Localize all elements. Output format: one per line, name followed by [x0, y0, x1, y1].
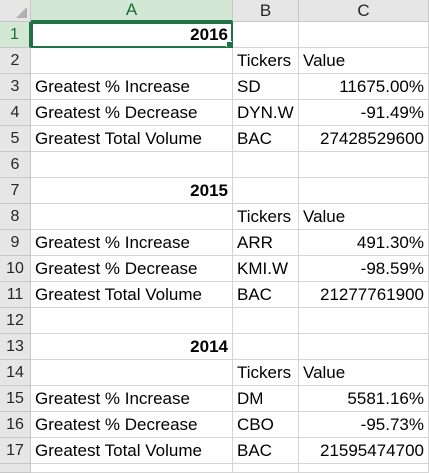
column-header-c[interactable]: C: [299, 0, 429, 22]
cell-c14[interactable]: Value: [299, 360, 429, 386]
row-header[interactable]: 2: [0, 48, 31, 74]
row-header[interactable]: 1: [0, 22, 31, 48]
cell-c9[interactable]: 491.30%: [299, 230, 429, 256]
cell-a6[interactable]: [31, 152, 233, 178]
cell-b15[interactable]: DM: [233, 386, 299, 412]
cell-a7[interactable]: 2015: [31, 178, 233, 204]
cell-c10[interactable]: -98.59%: [299, 256, 429, 282]
cell-b14[interactable]: Tickers: [233, 360, 299, 386]
cell-a12[interactable]: [31, 308, 233, 334]
cell-partial: [299, 464, 429, 473]
row-header[interactable]: 9: [0, 230, 31, 256]
cell-c5[interactable]: 27428529600: [299, 126, 429, 152]
column-header-a[interactable]: A: [31, 0, 233, 22]
column-header-b[interactable]: B: [233, 0, 299, 22]
cell-b8[interactable]: Tickers: [233, 204, 299, 230]
select-all-corner[interactable]: [0, 0, 31, 22]
cell-b1[interactable]: [233, 22, 299, 48]
cell-a14[interactable]: [31, 360, 233, 386]
cell-b10[interactable]: KMI.W: [233, 256, 299, 282]
cell-c17[interactable]: 21595474700: [299, 438, 429, 464]
cell-partial: [233, 464, 299, 473]
row-header[interactable]: 4: [0, 100, 31, 126]
cell-b16[interactable]: CBO: [233, 412, 299, 438]
cell-a4[interactable]: Greatest % Decrease: [31, 100, 233, 126]
cell-c6[interactable]: [299, 152, 429, 178]
row-header[interactable]: 14: [0, 360, 31, 386]
cell-a10[interactable]: Greatest % Decrease: [31, 256, 233, 282]
cell-c12[interactable]: [299, 308, 429, 334]
cell-b7[interactable]: [233, 178, 299, 204]
cell-a15[interactable]: Greatest % Increase: [31, 386, 233, 412]
cell-c1[interactable]: [299, 22, 429, 48]
cell-a5[interactable]: Greatest Total Volume: [31, 126, 233, 152]
cell-b4[interactable]: DYN.W: [233, 100, 299, 126]
row-header[interactable]: 10: [0, 256, 31, 282]
cell-b5[interactable]: BAC: [233, 126, 299, 152]
cell-c13[interactable]: [299, 334, 429, 360]
cell-a8[interactable]: [31, 204, 233, 230]
cell-b6[interactable]: [233, 152, 299, 178]
row-header[interactable]: 11: [0, 282, 31, 308]
cell-a11[interactable]: Greatest Total Volume: [31, 282, 233, 308]
cell-a17[interactable]: Greatest Total Volume: [31, 438, 233, 464]
cell-b2[interactable]: Tickers: [233, 48, 299, 74]
cell-a16[interactable]: Greatest % Decrease: [31, 412, 233, 438]
row-header[interactable]: 16: [0, 412, 31, 438]
row-header[interactable]: 3: [0, 74, 31, 100]
row-header[interactable]: 12: [0, 308, 31, 334]
cell-a2[interactable]: [31, 48, 233, 74]
cell-b12[interactable]: [233, 308, 299, 334]
row-header[interactable]: 7: [0, 178, 31, 204]
cell-c16[interactable]: -95.73%: [299, 412, 429, 438]
row-header[interactable]: 13: [0, 334, 31, 360]
cell-a3[interactable]: Greatest % Increase: [31, 74, 233, 100]
row-header[interactable]: 8: [0, 204, 31, 230]
cell-c8[interactable]: Value: [299, 204, 429, 230]
cell-c2[interactable]: Value: [299, 48, 429, 74]
row-header[interactable]: 6: [0, 152, 31, 178]
cell-c7[interactable]: [299, 178, 429, 204]
cell-b17[interactable]: BAC: [233, 438, 299, 464]
cell-b13[interactable]: [233, 334, 299, 360]
cell-a9[interactable]: Greatest % Increase: [31, 230, 233, 256]
cell-a1[interactable]: 2016: [31, 22, 233, 48]
row-header-partial: [0, 464, 31, 473]
cell-b9[interactable]: ARR: [233, 230, 299, 256]
cell-b11[interactable]: BAC: [233, 282, 299, 308]
cell-c3[interactable]: 11675.00%: [299, 74, 429, 100]
cell-a13[interactable]: 2014: [31, 334, 233, 360]
cell-c4[interactable]: -91.49%: [299, 100, 429, 126]
cell-b3[interactable]: SD: [233, 74, 299, 100]
cell-partial: [31, 464, 233, 473]
row-header[interactable]: 17: [0, 438, 31, 464]
row-header[interactable]: 15: [0, 386, 31, 412]
cell-c11[interactable]: 21277761900: [299, 282, 429, 308]
cell-c15[interactable]: 5581.16%: [299, 386, 429, 412]
row-header[interactable]: 5: [0, 126, 31, 152]
